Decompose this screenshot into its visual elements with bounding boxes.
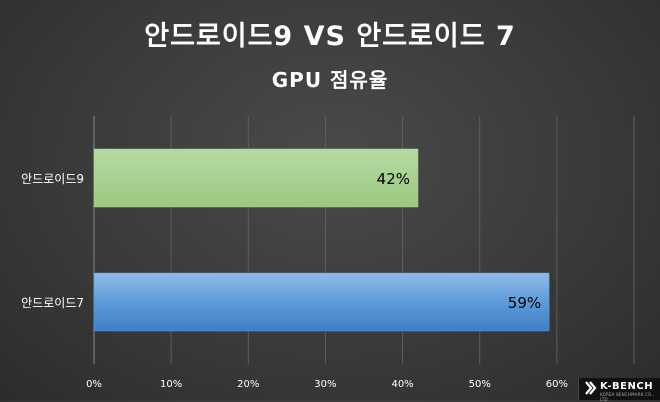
kbench-mark-icon [585,381,597,395]
bar [93,272,550,332]
x-tick-label: 30% [314,379,336,390]
chart-subtitle: GPU 점유율 [271,68,389,92]
category-label: 안드로이드9 [21,172,84,186]
x-tick-label: 50% [469,379,491,390]
category-label: 안드로이드7 [21,296,84,310]
x-tick-label: 60% [546,379,568,390]
x-tick-label: 10% [160,379,182,390]
data-label: 59% [508,294,541,312]
x-tick-label: 20% [237,379,259,390]
logo-subtext: KOREA BENCHMARK CO., LTD. [600,392,655,402]
kbench-logo: K-BENCH KOREA BENCHMARK CO., LTD. [578,378,660,402]
logo-text: K-BENCH [600,381,654,392]
chart-title: 안드로이드9 VS 안드로이드 7 [144,21,516,52]
x-tick-label: 40% [391,379,413,390]
data-label: 42% [377,170,410,188]
bars [93,148,550,332]
x-tick-label: 0% [86,379,102,390]
bar [93,148,419,208]
